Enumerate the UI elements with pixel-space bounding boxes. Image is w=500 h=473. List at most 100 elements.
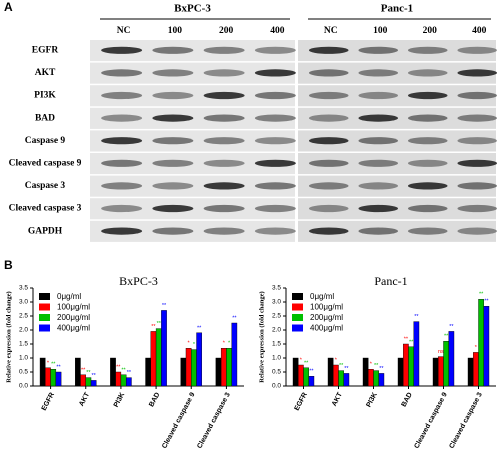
- bar: [413, 321, 420, 387]
- x-tick-label: PI3K: [113, 392, 126, 409]
- significance-mark: **: [86, 370, 91, 376]
- x-tick-label: Cleaved caspase 3: [448, 391, 483, 449]
- lane-label: 100: [373, 26, 388, 36]
- protein-label: AKT: [35, 68, 56, 78]
- blot-band: [203, 91, 245, 100]
- significance-mark: *: [475, 345, 478, 351]
- legend-swatch: [292, 314, 303, 321]
- significance-mark: **: [444, 334, 449, 340]
- protein-label: EGFR: [32, 45, 59, 55]
- blot-band: [457, 159, 498, 167]
- significance-mark: *: [370, 362, 373, 368]
- blot-band: [457, 204, 498, 213]
- x-tick-label: EGFR: [294, 392, 309, 412]
- protein-label: BAD: [35, 113, 55, 123]
- bar: [397, 357, 404, 387]
- bar: [161, 310, 167, 387]
- significance-mark: **: [162, 303, 167, 309]
- significance-mark: **: [414, 314, 419, 320]
- significance-mark: **: [404, 336, 409, 342]
- protein-label: Caspase 9: [25, 136, 66, 146]
- blot-band: [308, 182, 349, 190]
- bar: [443, 341, 449, 387]
- bar: [50, 369, 57, 387]
- y-tick-label: 1.5: [272, 341, 281, 348]
- cell-line-title: BxPC-3: [174, 3, 211, 15]
- significance-mark: **: [409, 339, 414, 345]
- legend-label: 0μg/ml: [310, 292, 334, 301]
- blot-background: [90, 85, 295, 107]
- bar: [231, 322, 238, 387]
- blot-band: [407, 204, 448, 213]
- significance-mark: **: [92, 373, 97, 379]
- blot-band: [203, 137, 245, 145]
- significance-mark: **: [127, 370, 132, 376]
- blot-band: [407, 137, 448, 145]
- bar: [145, 357, 152, 387]
- significance-mark: **: [484, 299, 489, 305]
- x-tick-label: Cleaved caspase 3: [196, 391, 231, 449]
- bar: [150, 331, 157, 387]
- x-tick-label: Cleaved caspase 9: [413, 391, 448, 449]
- blot-band: [457, 114, 498, 122]
- significance-mark: **: [339, 363, 344, 369]
- bar: [362, 357, 369, 387]
- bar: [438, 356, 444, 387]
- bar: [368, 369, 374, 387]
- significance-mark: **: [309, 369, 314, 375]
- significance-mark: *: [228, 341, 231, 347]
- blot-band: [457, 182, 498, 190]
- protein-label: GAPDH: [28, 226, 63, 236]
- bar: [292, 357, 299, 387]
- blot-band: [203, 69, 245, 77]
- blot-band: [358, 182, 399, 190]
- bar: [448, 331, 455, 387]
- blot-band: [254, 114, 296, 122]
- significance-mark: **: [81, 367, 86, 373]
- legend-swatch: [39, 314, 50, 321]
- blot-band: [152, 204, 194, 213]
- significance-mark: *: [188, 341, 191, 347]
- blot-band: [308, 69, 349, 77]
- blot-band: [407, 46, 448, 54]
- blot-band: [407, 91, 448, 100]
- blot-band: [308, 46, 349, 54]
- significance-mark: **: [51, 362, 56, 368]
- lane-label: 200: [219, 26, 234, 36]
- y-tick-label: 0.0: [272, 383, 281, 390]
- blot-band: [203, 159, 245, 167]
- protein-label: PI3K: [34, 91, 56, 101]
- legend-label: 400μg/ml: [310, 324, 343, 333]
- significance-mark: **: [157, 321, 162, 327]
- blot-band: [457, 227, 498, 235]
- bar: [74, 357, 81, 387]
- blot-band: [308, 204, 349, 213]
- bar: [80, 374, 86, 387]
- legend-label: 200μg/ml: [310, 313, 343, 322]
- blot-band: [101, 204, 143, 213]
- y-tick-label: 0.5: [272, 369, 281, 376]
- blot-band: [308, 114, 349, 122]
- bar: [343, 373, 350, 387]
- lane-label: 100: [168, 26, 183, 36]
- blot-band: [152, 137, 194, 145]
- bar: [45, 367, 51, 387]
- bar: [215, 357, 222, 387]
- bar: [338, 370, 344, 387]
- significance-mark: **: [151, 324, 156, 330]
- bar: [226, 348, 232, 387]
- y-tick-label: 2.5: [272, 313, 281, 320]
- y-tick-label: 2.5: [19, 313, 28, 320]
- legend-label: 100μg/ml: [310, 303, 343, 312]
- bar: [408, 346, 414, 387]
- bar: [155, 328, 162, 387]
- blot-band: [203, 114, 245, 122]
- lane-label: 200: [423, 26, 438, 36]
- panel-label: B: [4, 258, 13, 272]
- bar: [90, 380, 97, 387]
- bar: [373, 370, 379, 387]
- blot-band: [457, 46, 498, 54]
- blot-band: [254, 204, 296, 213]
- legend-swatch: [292, 303, 303, 311]
- bar: [196, 332, 202, 387]
